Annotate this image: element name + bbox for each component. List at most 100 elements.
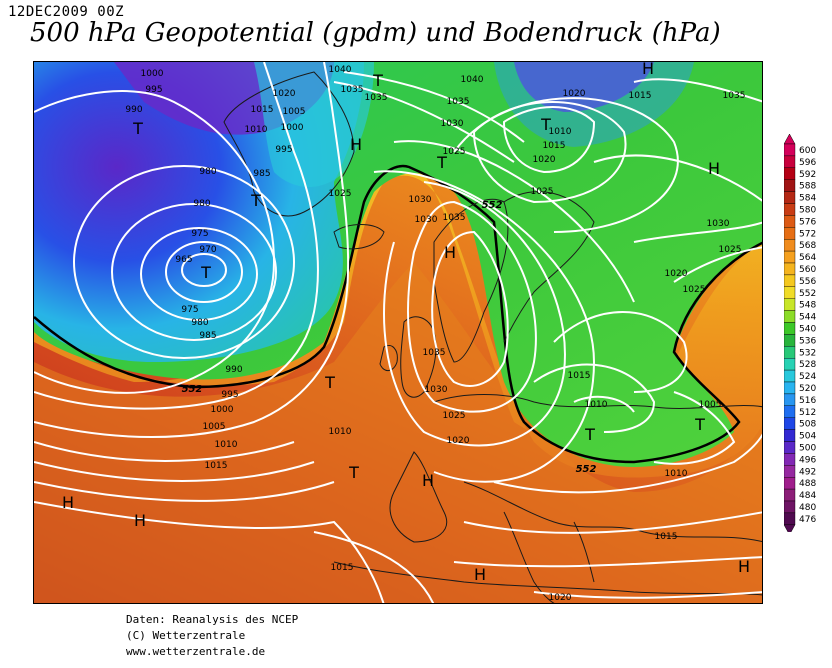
isobar-label: 1035: [341, 85, 364, 95]
isobar-label: 1025: [443, 147, 466, 157]
legend-swatch: [784, 227, 796, 240]
isobars: [34, 62, 762, 603]
low-center: T: [372, 71, 383, 90]
legend-label: 516: [799, 396, 816, 406]
legend-swatch: [784, 393, 796, 406]
legend-label: 504: [799, 432, 816, 442]
legend-label: 528: [799, 360, 816, 370]
legend-label: 484: [799, 491, 816, 501]
legend-label: 540: [799, 324, 816, 334]
legend-swatch: [784, 512, 796, 525]
isobar-label: 1005: [203, 422, 226, 432]
legend-label: 548: [799, 301, 816, 311]
high-center: H: [62, 493, 74, 512]
isobar-label: 1035: [443, 213, 466, 223]
isobar-label: 980: [191, 318, 208, 328]
low-center: T: [540, 115, 551, 134]
isobar-label: 1015: [331, 563, 354, 573]
legend-swatch: [784, 441, 796, 454]
map-canvas: 1000 995 990 1015 1020 1005 1010 1000 99…: [34, 62, 762, 603]
high-center: H: [444, 243, 456, 262]
isobar-label: 990: [125, 105, 142, 115]
isobar-label: 1030: [425, 385, 448, 395]
legend-label: 596: [799, 158, 816, 168]
legend-label: 480: [799, 503, 816, 513]
isobar-label: 1005: [699, 400, 722, 410]
isobar-label: 1010: [665, 469, 688, 479]
legend-swatch: [784, 250, 796, 264]
isobar-label: 1030: [707, 219, 730, 229]
legend-arrow-bottom: [784, 524, 796, 532]
isobar-label: 1010: [215, 440, 238, 450]
legend-label: 476: [799, 515, 816, 525]
isobar-label: 1035: [447, 97, 470, 107]
low-center: T: [436, 153, 447, 172]
isobar-label: 1030: [441, 119, 464, 129]
legend-swatch: [784, 274, 796, 287]
isobar-label: 1015: [543, 141, 566, 151]
high-center: H: [350, 135, 362, 154]
coastlines: [223, 71, 762, 603]
date-label: 12DEC2009 00Z: [8, 4, 125, 20]
legend-swatch: [784, 203, 796, 216]
isobar-label: 1020: [665, 269, 688, 279]
low-center: T: [324, 373, 335, 392]
isobar-label: 1015: [205, 461, 228, 471]
legend-arrow-top: [784, 133, 796, 145]
orange-band: [34, 262, 762, 603]
isobar-label: 980: [193, 199, 210, 209]
cyan-band: [254, 62, 374, 187]
legend-swatch: [784, 322, 796, 335]
legend-swatch: [784, 381, 796, 395]
low-center: T: [250, 191, 261, 210]
isobar-label: 995: [221, 390, 238, 400]
isobar-label: 1000: [281, 123, 304, 133]
isobar-label: 1035: [423, 348, 446, 358]
legend-label: 568: [799, 241, 816, 251]
high-center: H: [642, 62, 654, 78]
isobar-label: 1015: [568, 371, 591, 381]
legend-label: 552: [799, 289, 816, 299]
isobar-label: 1025: [719, 245, 742, 255]
legend-swatch: [784, 155, 796, 168]
isobar-label: 970: [199, 245, 216, 255]
legend-swatch: [784, 167, 796, 180]
legend-swatch: [784, 310, 796, 323]
legend-label: 556: [799, 277, 816, 287]
legend-swatch: [784, 143, 796, 157]
low-center: T: [348, 463, 359, 482]
credits: Daten: Reanalysis des NCEP (C) Wetterzen…: [126, 612, 298, 660]
legend-label: 560: [799, 265, 816, 275]
isobar-label: 1010: [245, 125, 268, 135]
isobar-label: 1015: [251, 105, 274, 115]
isobar-label: 975: [191, 229, 208, 239]
low-center: T: [132, 119, 143, 138]
isobar-label: 985: [253, 169, 270, 179]
legend-swatch: [784, 286, 796, 299]
legend-label: 496: [799, 455, 816, 465]
legend-swatch: [784, 262, 796, 276]
isobar-label: 1040: [461, 75, 484, 85]
isobar-label: 1025: [531, 187, 554, 197]
legend-label: 500: [799, 443, 816, 453]
isobar-label: 1020: [563, 89, 586, 99]
isobar-label: 975: [181, 305, 198, 315]
high-center: H: [474, 565, 486, 584]
pressure-centers: T T T T T T T T T T H H H H H H H H H: [62, 62, 750, 584]
isobar-label: 1040: [329, 65, 352, 75]
legend-label: 572: [799, 229, 816, 239]
legend-swatch: [784, 417, 796, 430]
isobar-label: 1025: [329, 189, 352, 199]
height-label: 552: [482, 200, 503, 211]
color-legend: 600 596 592 588 584 580 576 572 568 564 560 556 552 5…: [784, 132, 830, 532]
legend-label: 564: [799, 253, 816, 263]
legend-swatch: [784, 191, 796, 204]
legend-label: 520: [799, 384, 816, 394]
legend-label: 536: [799, 336, 816, 346]
isobar-label: 1025: [683, 285, 706, 295]
legend-label: 532: [799, 348, 816, 358]
isobar-label: 1020: [447, 436, 470, 446]
legend-label: 524: [799, 372, 816, 382]
legend-label: 508: [799, 420, 816, 430]
isobar-label: 1020: [549, 593, 572, 603]
